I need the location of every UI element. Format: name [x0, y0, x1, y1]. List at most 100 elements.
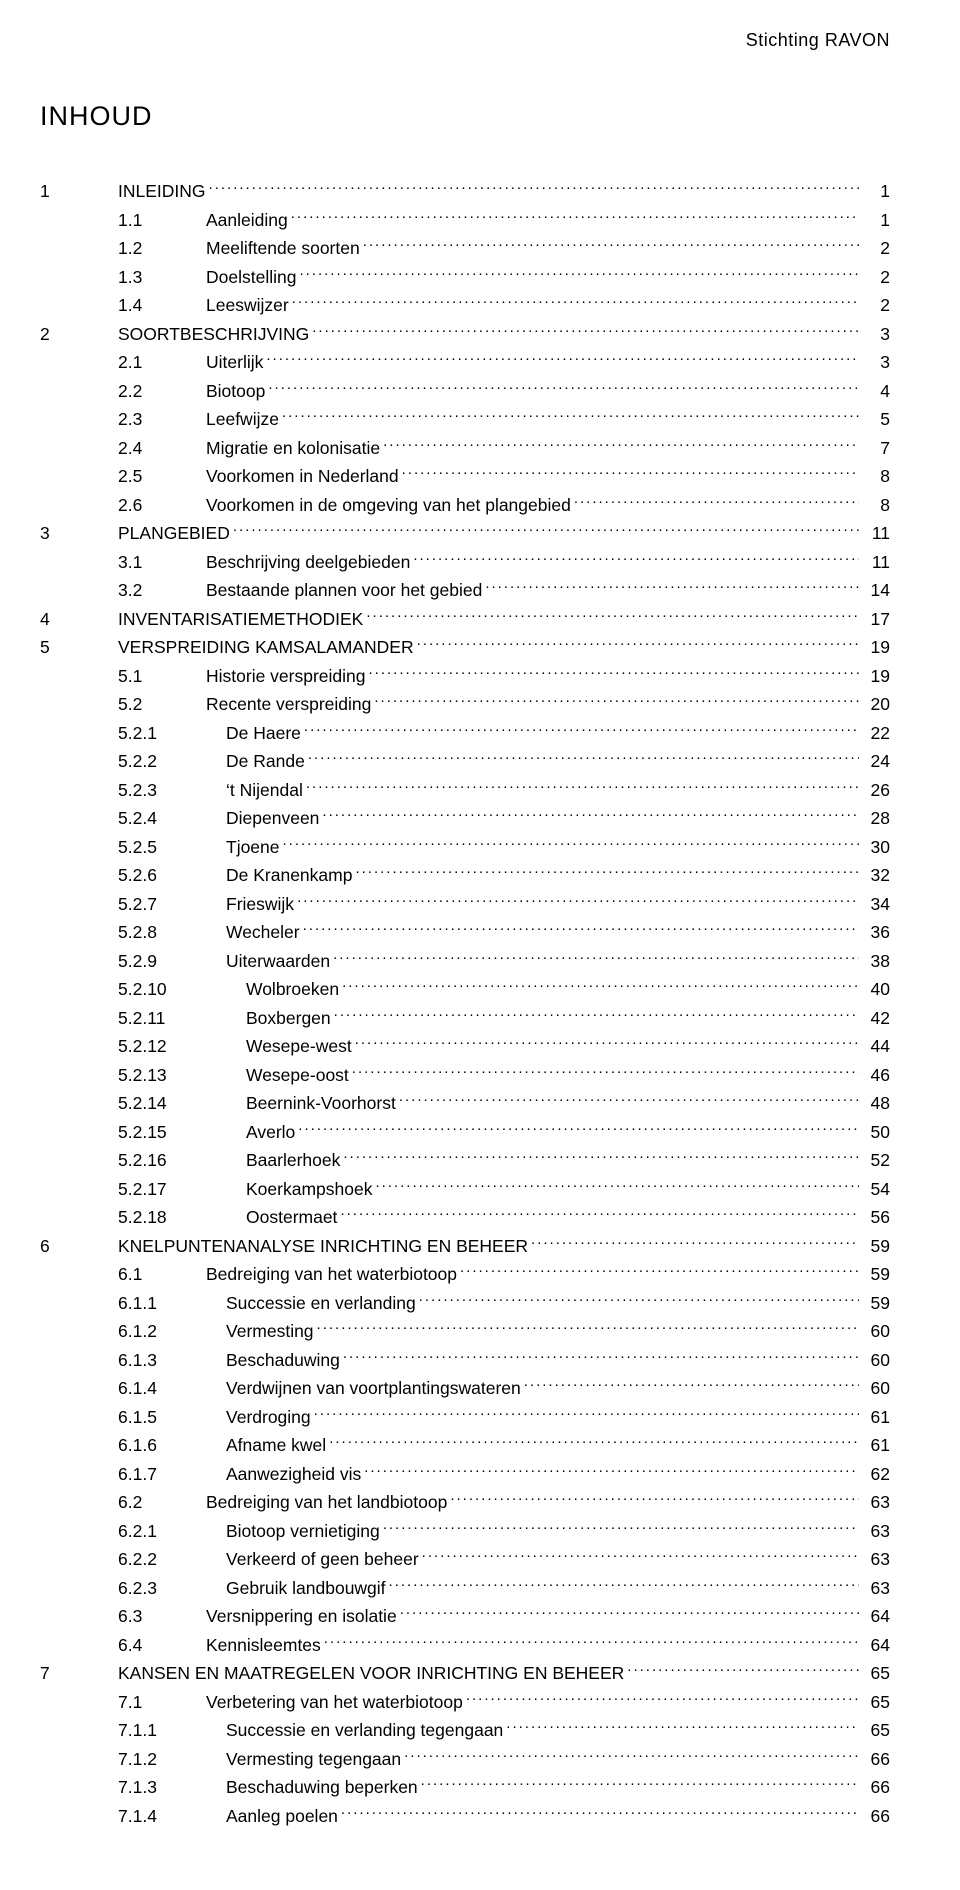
toc-leader — [574, 492, 859, 510]
toc-leader — [298, 1119, 859, 1137]
toc-label: KNELPUNTENANALYSE INRICHTING EN BEHEER — [118, 1232, 528, 1260]
toc-number: 2.3 — [40, 405, 206, 433]
toc-leader — [291, 207, 859, 225]
toc-page-number: 44 — [862, 1032, 890, 1060]
toc-label: Koerkampshoek — [246, 1175, 372, 1203]
toc-label: Biotoop vernietiging — [226, 1517, 380, 1545]
toc-leader — [355, 863, 859, 881]
toc-entry: 5.2.12Wesepe-west44 — [40, 1032, 890, 1060]
toc-leader — [531, 1233, 859, 1251]
toc-leader — [314, 1404, 859, 1422]
toc-label: Aanleiding — [206, 206, 288, 234]
toc-number: 5.2.4 — [40, 804, 226, 832]
toc-page-number: 2 — [862, 291, 890, 319]
toc-number: 5.2.17 — [40, 1175, 246, 1203]
toc-label: Baarlerhoek — [246, 1146, 340, 1174]
toc-leader — [308, 749, 859, 767]
toc-entry: 5.2.10Wolbroeken40 — [40, 975, 890, 1003]
toc-leader — [399, 1091, 859, 1109]
toc-entry: 7KANSEN EN MAATREGELEN VOOR INRICHTING E… — [40, 1659, 890, 1687]
toc-page-number: 1 — [862, 177, 890, 205]
toc-entry: 6.1.3Beschaduwing60 — [40, 1346, 890, 1374]
toc-page-number: 50 — [862, 1118, 890, 1146]
toc-entry: 6.1.5Verdroging61 — [40, 1403, 890, 1431]
toc-leader — [343, 1148, 859, 1166]
toc-page-number: 7 — [862, 434, 890, 462]
toc-entry: 5.2.14Beernink-Voorhorst48 — [40, 1089, 890, 1117]
toc-page-number: 19 — [862, 633, 890, 661]
toc-entry: 6.1.6Afname kwel61 — [40, 1431, 890, 1459]
toc-page-number: 5 — [862, 405, 890, 433]
toc-page-number: 65 — [862, 1659, 890, 1687]
toc-entry: 2.1Uiterlijk3 — [40, 348, 890, 376]
toc-label: Afname kwel — [226, 1431, 326, 1459]
toc-leader — [342, 977, 859, 995]
toc-number: 5.2.2 — [40, 747, 226, 775]
toc-number: 6.1 — [40, 1260, 206, 1288]
toc-page-number: 65 — [862, 1716, 890, 1744]
toc-number: 6.1.4 — [40, 1374, 226, 1402]
toc-label: Beschaduwing — [226, 1346, 340, 1374]
toc-page-number: 40 — [862, 975, 890, 1003]
toc-entry: 2.3Leefwijze5 — [40, 405, 890, 433]
toc-number: 1.1 — [40, 206, 206, 234]
toc-label: Successie en verlanding — [226, 1289, 416, 1317]
toc-entry: 5.2.1De Haere22 — [40, 719, 890, 747]
toc-label: Wolbroeken — [246, 975, 339, 1003]
toc-label: Oostermaet — [246, 1203, 337, 1231]
toc-page-number: 61 — [862, 1403, 890, 1431]
toc-page-number: 59 — [862, 1289, 890, 1317]
toc-leader — [369, 663, 859, 681]
toc-page-number: 32 — [862, 861, 890, 889]
toc-number: 5.2.6 — [40, 861, 226, 889]
toc-entry: 3.2Bestaande plannen voor het gebied14 — [40, 576, 890, 604]
toc-page-number: 42 — [862, 1004, 890, 1032]
toc-entry: 2.2Biotoop4 — [40, 377, 890, 405]
toc-page-number: 24 — [862, 747, 890, 775]
toc-page-number: 4 — [862, 377, 890, 405]
toc-leader — [317, 1319, 859, 1337]
toc-entry: 5.2.11Boxbergen42 — [40, 1004, 890, 1032]
toc-leader — [404, 1746, 859, 1764]
toc-leader — [299, 264, 859, 282]
toc-number: 1 — [40, 177, 118, 205]
toc-leader — [297, 891, 859, 909]
toc-label: Verdwijnen van voortplantingswateren — [226, 1374, 521, 1402]
toc-leader — [292, 293, 859, 311]
toc-number: 6 — [40, 1232, 118, 1260]
toc-page-number: 54 — [862, 1175, 890, 1203]
toc-page-number: 60 — [862, 1374, 890, 1402]
toc-page-number: 30 — [862, 833, 890, 861]
toc-page-number: 66 — [862, 1773, 890, 1801]
toc-entry: 5.2.17Koerkampshoek 54 — [40, 1175, 890, 1203]
toc-label: INVENTARISATIEMETHODIEK — [118, 605, 363, 633]
toc-number: 1.4 — [40, 291, 206, 319]
toc-leader — [419, 1290, 859, 1308]
toc-label: PLANGEBIED — [118, 519, 230, 547]
toc-page-number: 46 — [862, 1061, 890, 1089]
toc-entry: 5.2.18Oostermaet56 — [40, 1203, 890, 1231]
toc-leader — [400, 1604, 859, 1622]
toc-label: Verkeerd of geen beheer — [226, 1545, 419, 1573]
toc-leader — [450, 1490, 859, 1508]
toc-leader — [506, 1718, 859, 1736]
toc-entry: 1.2Meeliftende soorten2 — [40, 234, 890, 262]
toc-leader — [364, 1461, 859, 1479]
toc-leader — [268, 378, 859, 396]
toc-entry: 6.1Bedreiging van het waterbiotoop59 — [40, 1260, 890, 1288]
header-org: Stichting RAVON — [40, 30, 890, 51]
toc-label: Beschrijving deelgebieden — [206, 548, 410, 576]
toc-number: 2.2 — [40, 377, 206, 405]
toc-number: 4 — [40, 605, 118, 633]
toc-leader — [389, 1575, 859, 1593]
toc-page-number: 2 — [862, 234, 890, 262]
toc-number: 6.2 — [40, 1488, 206, 1516]
toc-number: 2.5 — [40, 462, 206, 490]
toc-entry: 6.1.1Successie en verlanding59 — [40, 1289, 890, 1317]
toc-number: 6.1.6 — [40, 1431, 226, 1459]
toc-page-number: 64 — [862, 1602, 890, 1630]
toc-page-number: 63 — [862, 1574, 890, 1602]
toc-number: 7.1.3 — [40, 1773, 226, 1801]
toc-entry: 5.2.6De Kranenkamp32 — [40, 861, 890, 889]
toc-number: 5.2.15 — [40, 1118, 246, 1146]
